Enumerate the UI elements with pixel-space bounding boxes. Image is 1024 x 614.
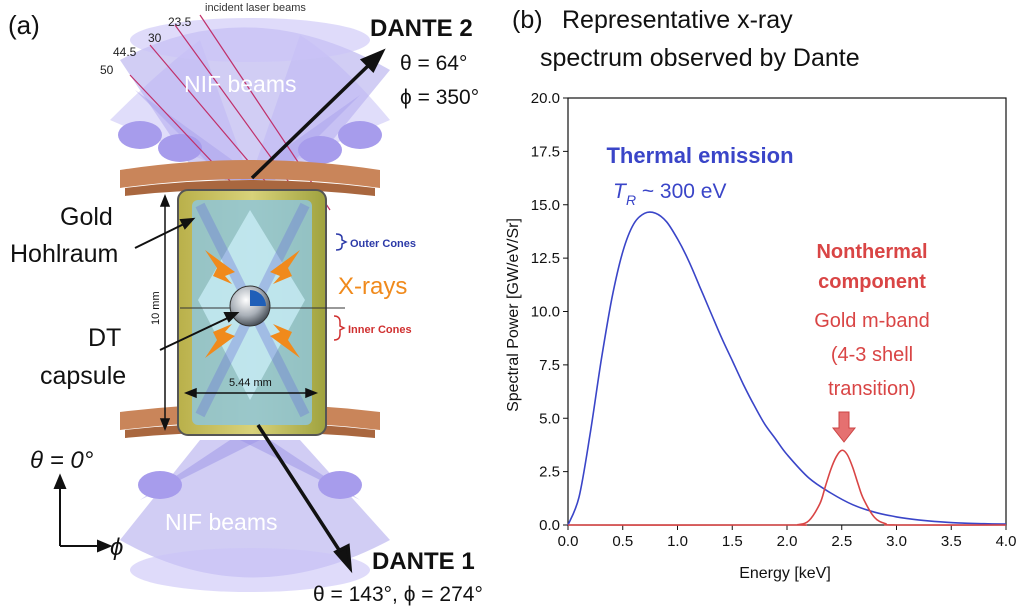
x-tick-label: 0.5 — [612, 533, 633, 550]
y-tick-label: 10.0 — [531, 304, 560, 321]
outer-cones-label: Outer Cones — [350, 238, 416, 250]
y-tick-label: 12.5 — [531, 250, 560, 267]
panel-label-a: (a) — [8, 10, 40, 40]
angle-44-5: 44.5 — [113, 45, 137, 59]
axis-arrows — [53, 473, 113, 553]
y-tick-label: 5.0 — [539, 410, 560, 427]
y-tick-label: 15.0 — [531, 197, 560, 214]
chart-title-line2: spectrum observed by Dante — [540, 44, 860, 72]
xrays-label: X-rays — [338, 273, 407, 300]
nonthermal-title-line1: Nonthermal — [816, 241, 927, 263]
incident-laser-label: incident laser beams — [205, 2, 306, 14]
x-axis-label: Energy [keV] — [739, 565, 831, 582]
angle-30: 30 — [148, 31, 162, 45]
nonthermal-arrow — [831, 411, 857, 443]
angle-50: 50 — [100, 63, 114, 77]
hohlraum-diagram-panel: (a) incident laser beams 23.5 30 44.5 50… — [0, 0, 500, 609]
capsule-pointer — [159, 312, 240, 351]
outer-cones-bracket — [335, 233, 348, 251]
dante1-angles: θ = 143°, ϕ = 274° — [313, 583, 483, 606]
hohlraum-diagram: (a) incident laser beams 23.5 30 44.5 50… — [8, 2, 483, 606]
top-copper-plate — [120, 160, 380, 196]
height-dimension — [159, 193, 171, 432]
capsule-label: capsule — [40, 362, 126, 390]
thermal-series-line — [567, 211, 1007, 526]
chart-title-line1: Representative x-ray — [562, 6, 793, 34]
nonthermal-series-line — [567, 449, 1007, 526]
dante2-line — [250, 48, 386, 180]
chart-series — [567, 211, 1007, 526]
thermal-tr-symbol: T — [613, 180, 628, 203]
x-tick-label: 3.0 — [886, 533, 907, 550]
x-tick-label: 4.0 — [996, 533, 1017, 550]
dante2-label: DANTE 2 — [370, 15, 473, 42]
angle-23-5: 23.5 — [168, 15, 192, 29]
panel-label-b: (b) — [512, 6, 543, 34]
thermal-temperature: ~ 300 eV — [636, 180, 727, 203]
gold-pointer — [134, 217, 196, 249]
inner-cones-label: Inner Cones — [348, 324, 412, 336]
hohlraum-label: Hohlraum — [10, 240, 118, 268]
height-dim-label: 10 mm — [150, 291, 162, 325]
spectrum-chart: 0.0 0.5 1.0 1.5 2.0 2.5 3.0 3.5 4.0 0.0 2.5 5.0 7.5 1… — [505, 90, 1017, 582]
gold-label: Gold — [60, 203, 113, 231]
y-axis-label: Spectral Power [GW/eV/Sr] — [505, 218, 522, 412]
y-tick-label: 2.5 — [539, 464, 560, 481]
nonthermal-title-line2: component — [818, 271, 926, 293]
dante1-line — [256, 424, 353, 574]
nonthermal-sub-line3: transition) — [828, 378, 916, 400]
width-dim-label: 5.44 mm — [229, 377, 272, 389]
y-tick-label: 7.5 — [539, 357, 560, 374]
nonthermal-sub-line2: (4-3 shell — [831, 344, 913, 366]
phi-axis-label: ϕ — [110, 534, 123, 561]
dt-label: DT — [88, 324, 121, 352]
x-tick-label: 3.5 — [941, 533, 962, 550]
thermal-tr-subscript: R — [626, 192, 636, 208]
bottom-beam-cone — [120, 440, 390, 592]
x-tick-label: 2.5 — [831, 533, 852, 550]
x-tick-label: 2.0 — [777, 533, 798, 550]
top-beam-cone — [110, 18, 390, 181]
inner-cones-bracket — [333, 315, 346, 341]
thermal-emission-title: Thermal emission — [606, 143, 793, 168]
width-dimension — [183, 387, 319, 399]
dante2-phi: ϕ = 350° — [400, 86, 479, 109]
xray-arrows — [205, 250, 300, 358]
x-tick-label: 1.5 — [722, 533, 743, 550]
nonthermal-sub-line1: Gold m-band — [814, 310, 930, 332]
nif-beams-top: NIF beams — [184, 71, 296, 97]
y-tick-label: 20.0 — [531, 90, 560, 107]
y-tick-label: 17.5 — [531, 143, 560, 160]
y-tick-label: 0.0 — [539, 517, 560, 534]
nif-beams-bottom: NIF beams — [165, 509, 277, 535]
spectrum-chart-panel: (b) Representative x-ray spectrum observ… — [500, 0, 1024, 609]
dt-capsule — [180, 285, 345, 327]
dante2-theta: θ = 64° — [400, 52, 467, 75]
x-tick-label: 1.0 — [667, 533, 688, 550]
x-tick-label: 0.0 — [558, 533, 579, 550]
dante1-label: DANTE 1 — [372, 548, 475, 575]
theta-zero-label: θ = 0° — [30, 447, 94, 474]
